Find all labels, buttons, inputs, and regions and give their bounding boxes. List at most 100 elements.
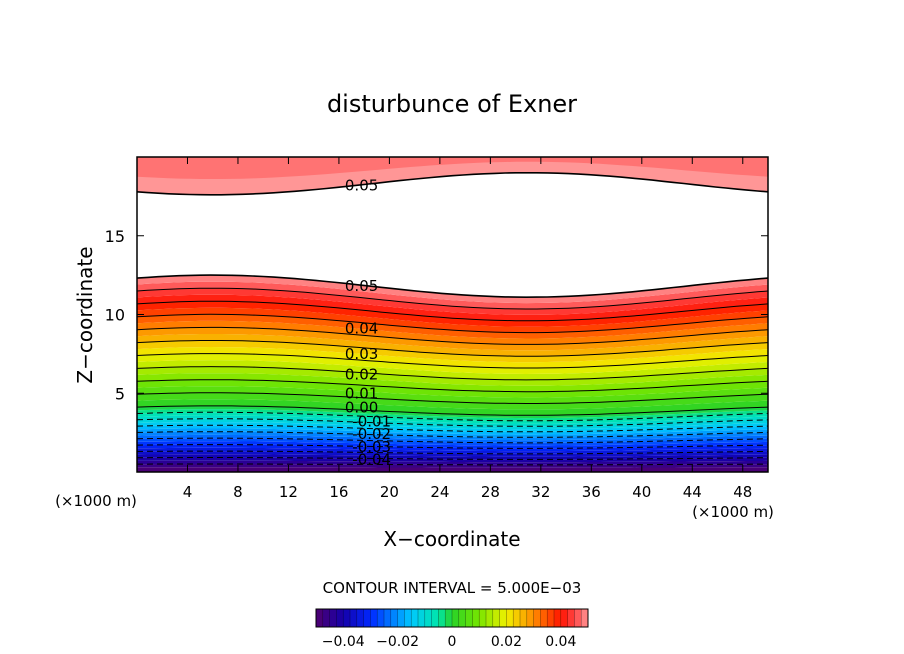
y-tick-label: 15	[105, 227, 125, 246]
contour-line	[136, 340, 769, 357]
contour-band	[137, 314, 768, 339]
contour-line	[136, 405, 769, 416]
colorbar-segment	[411, 609, 419, 627]
colorbar-tick-label: −0.04	[322, 634, 365, 650]
colorbar-segment	[343, 609, 351, 627]
x-tick-label: 32	[531, 483, 550, 501]
contour-band	[137, 307, 768, 333]
contour-lines-layer	[136, 172, 769, 466]
contour-band	[137, 441, 768, 449]
colorbar-segment	[520, 609, 528, 627]
contour-label: -0.02	[352, 425, 391, 443]
contour-label: 0.03	[345, 345, 378, 363]
x-tick-label: 28	[481, 483, 500, 501]
contour-line	[136, 450, 769, 455]
colorbar-segment	[363, 609, 371, 627]
contour-line	[136, 353, 769, 369]
colorbar	[315, 609, 589, 627]
contour-label: -0.01	[352, 413, 391, 431]
x-unit-left: (×1000 m)	[55, 492, 137, 510]
colorbar-segment	[431, 609, 439, 627]
colorbar-segment	[377, 609, 385, 627]
colorbar-segment	[316, 609, 324, 627]
colorbar-segment	[533, 609, 541, 627]
x-tick-label: 12	[279, 483, 298, 501]
colorbar-segment	[581, 609, 589, 627]
x-tick-label: 48	[733, 483, 752, 501]
colorbar-ticks: −0.04 −0.02 0 0.02 0.04	[322, 634, 577, 650]
contour-band	[137, 281, 768, 309]
contour-band	[137, 422, 768, 432]
contour-band	[137, 447, 768, 454]
contour-band	[137, 412, 768, 424]
contour-band	[137, 320, 768, 345]
x-tick-label: 4	[183, 483, 193, 501]
colorbar-segment	[479, 609, 487, 627]
contour-label: 0.01	[345, 384, 378, 402]
colorbar-segment	[499, 609, 507, 627]
chart-title: disturbunce of Exner	[327, 90, 577, 118]
contour-line	[136, 313, 769, 334]
colorbar-segment	[486, 609, 494, 627]
contour-line	[137, 463, 768, 466]
contour-band	[137, 386, 768, 404]
x-tick-label: 36	[582, 483, 601, 501]
colorbar-segment	[390, 609, 398, 627]
contour-band	[137, 334, 768, 357]
colorbar-segment	[472, 609, 480, 627]
contour-band	[137, 360, 768, 380]
contour-band	[137, 444, 768, 452]
contour-line	[136, 437, 769, 444]
contour-band	[137, 275, 768, 304]
colorbar-segment	[322, 609, 330, 627]
x-tick-label: 40	[632, 483, 651, 501]
contour-band	[137, 353, 768, 374]
colorbar-segment	[356, 609, 364, 627]
colorbar-segment	[547, 609, 555, 627]
colorbar-tick-label: 0.02	[491, 634, 522, 650]
contour-label: 0.05	[345, 176, 378, 194]
contour-line	[136, 431, 769, 438]
y-axis-ticks: 5 10 15	[105, 227, 768, 403]
contour-band	[137, 294, 768, 321]
x-tick-label: 16	[329, 483, 348, 501]
contour-line	[136, 418, 769, 427]
colorbar-segment	[567, 609, 575, 627]
contour-line	[136, 379, 769, 393]
colorbar-segment	[540, 609, 548, 627]
contour-label: 0.05	[345, 277, 378, 295]
colorbar-tick-label: −0.02	[376, 634, 419, 650]
contour-band	[137, 288, 768, 315]
contour-band	[137, 399, 768, 416]
contour-line	[136, 326, 769, 345]
contour-line	[136, 411, 769, 422]
contour-line	[136, 366, 769, 381]
contour-label: 0.04	[345, 320, 378, 338]
x-tick-label: 24	[430, 483, 449, 501]
contour-band	[137, 409, 768, 421]
colorbar-segment	[492, 609, 500, 627]
contour-label: -0.04	[352, 450, 391, 468]
colorbar-segment	[438, 609, 446, 627]
contour-band	[137, 454, 768, 460]
contour-band	[137, 438, 768, 446]
y-axis-label: Z−coordinate	[73, 246, 97, 383]
colorbar-segment	[513, 609, 521, 627]
colorbar-segment	[329, 609, 337, 627]
colorbar-segment	[445, 609, 453, 627]
contour-band	[137, 301, 768, 327]
colorbar-segment	[370, 609, 378, 627]
colorbar-segment	[336, 609, 344, 627]
x-axis-ticks: 4 8 12 16 20 24 28 32 36 40 44 48	[183, 157, 752, 501]
contour-band	[137, 431, 768, 441]
contour-line	[136, 444, 769, 449]
x-axis-label: X−coordinate	[383, 527, 520, 551]
contour-band	[137, 379, 768, 398]
colorbar-segment	[418, 609, 426, 627]
contour-label: 0.02	[345, 365, 378, 383]
contour-band	[137, 434, 768, 443]
x-tick-label: 44	[683, 483, 702, 501]
y-tick-label: 5	[115, 384, 125, 403]
contour-band	[137, 405, 768, 419]
